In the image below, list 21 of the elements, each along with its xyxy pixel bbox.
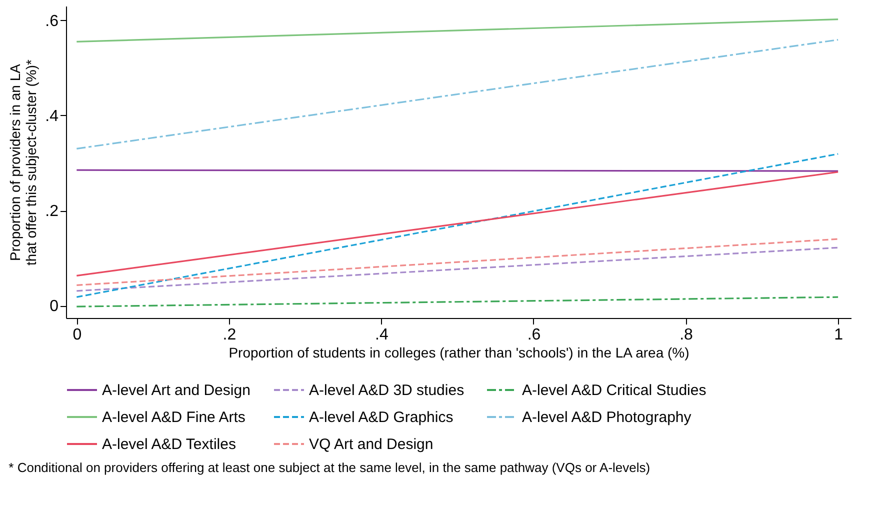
x-tick-label: .8	[680, 326, 694, 344]
legend-label: VQ Art and Design	[309, 436, 434, 453]
x-tick-label: 0	[72, 326, 82, 344]
y-tick-label: 0	[50, 298, 59, 316]
x-tick-label: .6	[527, 326, 541, 344]
x-axis-title: Proportion of students in colleges (rather than 'schools') in the LA area (%)	[228, 344, 690, 360]
y-tick-label: .4	[45, 108, 59, 125]
x-tick-label: .4	[375, 326, 388, 344]
y-tick-label: .6	[45, 12, 59, 30]
legend-label: A-level A&D Photography	[522, 409, 692, 426]
legend-label: A-level Art and Design	[102, 382, 250, 399]
y-tick-label: .2	[45, 203, 59, 220]
text: * Conditional on providers offering at least one subject at the same level, in the same pathway (VQs or A-levels)	[8, 460, 650, 475]
legend-label: A-level A&D Textiles	[102, 436, 236, 453]
y-axis-title: Proportion of providers in an LA that offer this subject-cluster (%)*	[7, 58, 40, 266]
legend-label: A-level A&D Critical Studies	[522, 382, 706, 399]
legend-label: A-level A&D Graphics	[309, 409, 454, 426]
legend-label: A-level A&D Fine Arts	[102, 409, 246, 426]
x-tick-label: 1	[834, 326, 844, 344]
x-tick-label: .2	[222, 326, 236, 344]
legend-label: A-level A&D 3D studies	[309, 382, 464, 399]
